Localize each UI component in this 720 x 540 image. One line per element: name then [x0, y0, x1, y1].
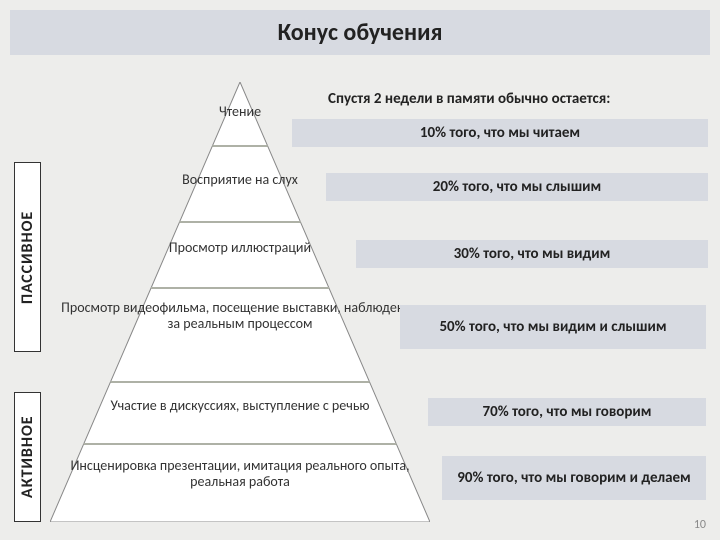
retention-bar: 70% того, что мы говорим: [428, 398, 706, 426]
learning-pyramid: ЧтениеВосприятие на слухПросмотр иллюстр…: [50, 82, 430, 522]
page-number: 10: [694, 518, 706, 532]
retention-bar: 20% того, что мы слышим: [326, 173, 708, 201]
pyramid-level-label: Просмотр видеофильма, посещение выставки…: [50, 300, 430, 332]
pyramid-level-label: Чтение: [50, 104, 430, 120]
retention-bar: 90% того, что мы говорим и делаем: [442, 456, 706, 500]
retention-bar: 30% того, что мы видим: [356, 240, 708, 268]
pyramid-level-label: Инсценировка презентации, имитация реаль…: [50, 458, 430, 490]
page-title: Конус обучения: [10, 10, 710, 55]
side-label-passive: ПАССИВНОЕ: [14, 162, 41, 352]
retention-bar: 50% того, что мы видим и слышим: [400, 305, 706, 349]
pyramid-level-label: Участие в дискуссиях, выступление с речь…: [50, 398, 430, 414]
side-label-active: АКТИВНОЕ: [14, 392, 41, 522]
retention-bar: 10% того, что мы читаем: [292, 119, 708, 147]
